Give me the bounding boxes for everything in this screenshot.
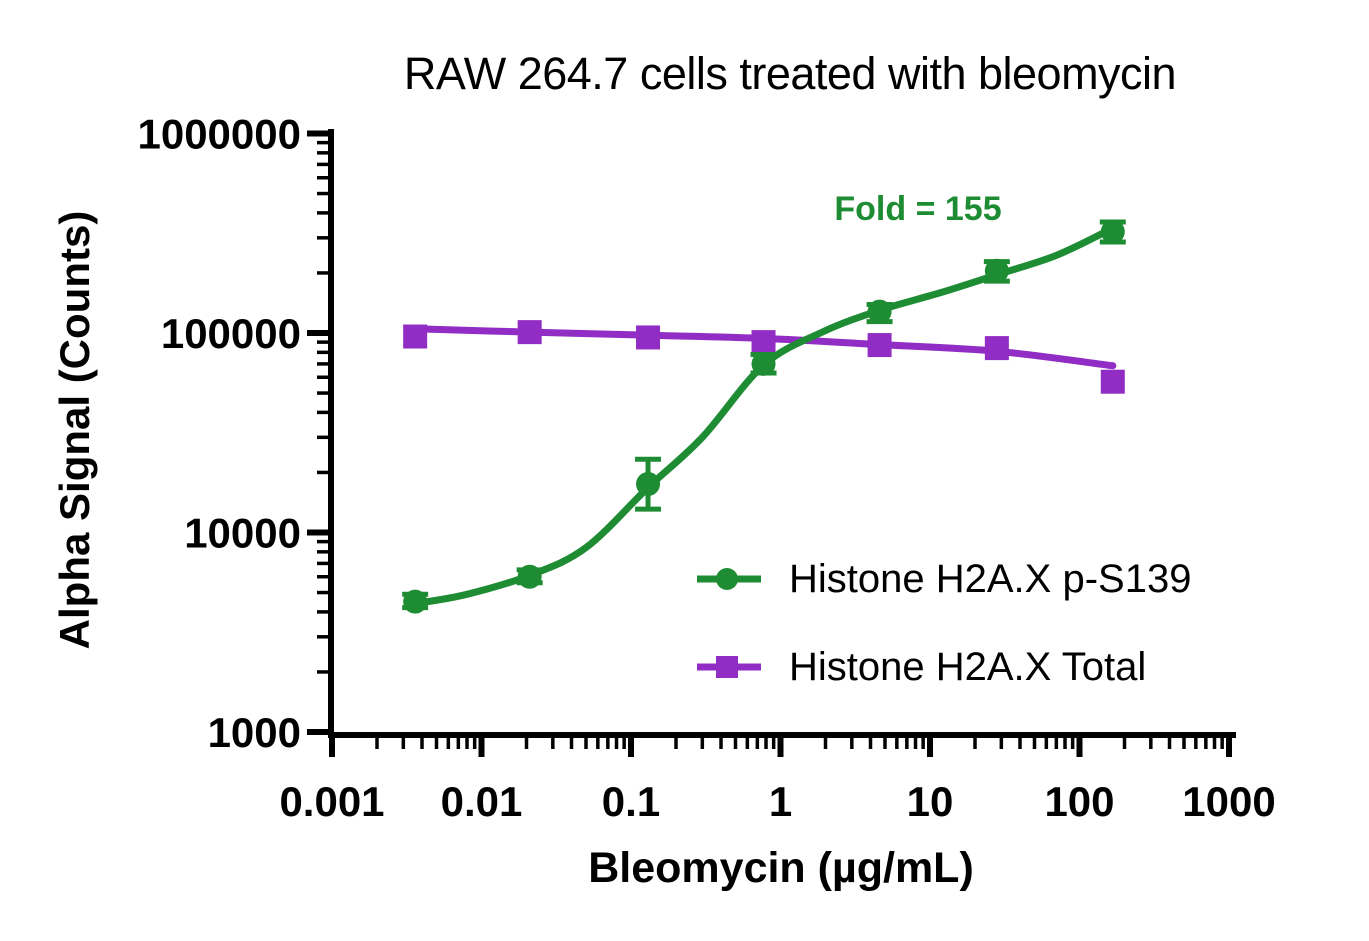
legend-item-h2ax-total: Histone H2A.X Total — [695, 639, 1191, 695]
svg-text:10: 10 — [907, 778, 954, 825]
x-tick-labels: 0.001 0.01 0.1 1 10 100 1000 — [279, 778, 1275, 825]
y-tick-labels: 1000 10000 100000 1000000 — [137, 111, 301, 757]
svg-text:100: 100 — [1044, 778, 1114, 825]
svg-text:1000: 1000 — [208, 709, 301, 756]
svg-text:1000: 1000 — [1182, 778, 1275, 825]
legend-label-h2ax-ps139: Histone H2A.X p-S139 — [789, 556, 1192, 601]
x-axis-ticks — [329, 735, 1232, 757]
fold-annotation: Fold = 155 — [834, 190, 1002, 228]
chart-title: RAW 264.7 cells treated with bleomycin — [403, 48, 1177, 99]
legend-item-h2ax-ps139: Histone H2A.X p-S139 — [695, 551, 1191, 607]
series-0-markers — [403, 219, 1125, 614]
legend-circle-marker-icon — [697, 568, 761, 590]
legend-square-marker-icon — [697, 656, 761, 678]
y-axis-ticks — [307, 130, 331, 735]
series-1-markers — [403, 320, 1125, 394]
svg-text:0.1: 0.1 — [602, 778, 660, 825]
legend: Histone H2A.X p-S139 Histone H2A.X Total — [695, 551, 1191, 695]
series-0-fit-curve — [411, 224, 1117, 608]
svg-text:100000: 100000 — [161, 310, 301, 357]
legend-label-h2ax-total: Histone H2A.X Total — [789, 644, 1147, 689]
svg-text:10000: 10000 — [184, 510, 301, 557]
svg-text:1000000: 1000000 — [137, 111, 301, 158]
x-axis-title: Bleomycin (µg/mL) — [588, 844, 974, 892]
svg-text:0.01: 0.01 — [441, 778, 523, 825]
svg-text:1: 1 — [769, 778, 792, 825]
svg-text:0.001: 0.001 — [279, 778, 384, 825]
series-0-error-bars — [402, 219, 1126, 611]
